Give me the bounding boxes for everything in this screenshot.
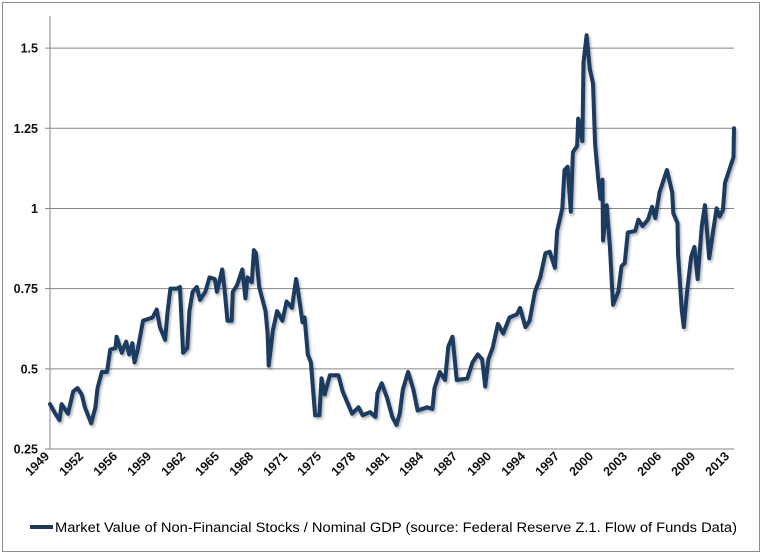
legend: Market Value of Non-Financial Stocks / N… (30, 520, 737, 535)
y-tick-label: 0.75 (14, 282, 38, 296)
legend-label: Market Value of Non-Financial Stocks / N… (55, 520, 737, 535)
y-tick-label: 1.25 (14, 122, 38, 136)
chart-frame (2, 2, 760, 552)
y-tick-label: 0.25 (14, 443, 38, 457)
y-tick-label: 0.5 (21, 362, 38, 376)
series-line (48, 33, 736, 427)
y-axis-tick-labels: 0.25 0.5 0.75 1 1.25 1.5 (14, 42, 38, 457)
y-tick-label: 1.5 (21, 42, 38, 56)
y-tick-label: 1 (31, 202, 38, 216)
gridlines (45, 47, 734, 450)
